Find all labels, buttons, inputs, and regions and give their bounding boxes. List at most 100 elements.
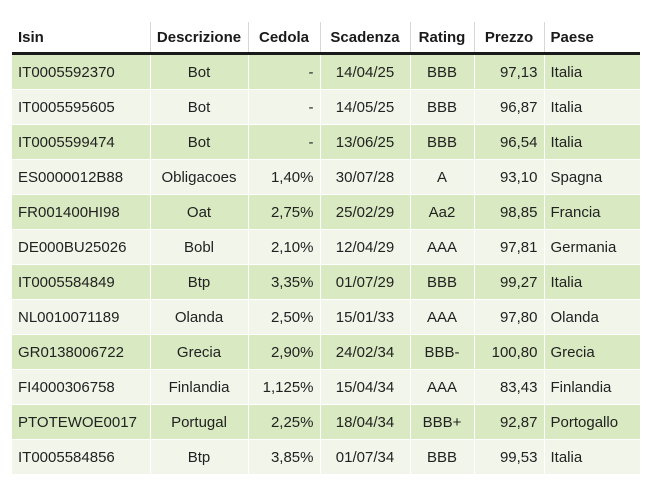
table-row: IT0005584856 Btp 3,85% 01/07/34 BBB 99,53 Ital…	[12, 439, 640, 475]
cell-rating: AAA	[409, 369, 474, 405]
cell-descrizione: Bot	[149, 124, 248, 160]
table-row: IT0005599474 Bot -13/06/25 BBB 96,54 Italia	[12, 124, 640, 160]
cell-rating: BBB	[409, 439, 474, 475]
cell-descrizione: Oat	[149, 194, 248, 230]
cell-descrizione: Bobl	[149, 229, 248, 265]
cell-cedola: -	[247, 53, 320, 90]
cell-cedola: 1,125%	[247, 369, 320, 405]
cell-isin: NL0010071189	[12, 299, 150, 335]
cell-cedola: 2,90%	[247, 334, 320, 370]
cell-scadenza: 25/02/29	[319, 194, 410, 230]
cell-rating: Aa2	[409, 194, 474, 230]
cell-paese: Portogallo	[543, 404, 640, 440]
cell-descrizione: Bot	[149, 53, 248, 90]
cell-scadenza: 01/07/29	[319, 264, 410, 300]
cell-descrizione: Grecia	[149, 334, 248, 370]
table-row: FR001400HI98 Oat 2,75% 25/02/29 Aa2 98,85 Fran…	[12, 194, 640, 230]
table-header: Isin Descrizione Cedola Scadenza Rating Prezz…	[12, 22, 640, 55]
cell-prezzo: 96,87	[473, 89, 544, 125]
cell-isin: PTOTEWOE0017	[12, 404, 150, 440]
table-row: NL0010071189 Olanda 2,50% 15/01/33 AAA 97,80 O…	[12, 299, 640, 335]
cell-rating: BBB	[409, 89, 474, 125]
header-row: Isin Descrizione Cedola Scadenza Rating Prezz…	[12, 22, 640, 55]
cell-scadenza: 13/06/25	[319, 124, 410, 160]
cell-isin: IT0005592370	[12, 53, 150, 90]
cell-prezzo: 97,13	[473, 53, 544, 90]
table-body: IT0005592370 Bot -14/04/25 BBB 97,13 Italia IT…	[12, 53, 640, 475]
cell-descrizione: Obligacoes	[149, 159, 248, 195]
cell-scadenza: 14/04/25	[319, 53, 410, 90]
cell-descrizione: Finlandia	[149, 369, 248, 405]
cell-prezzo: 98,85	[473, 194, 544, 230]
cell-paese: Olanda	[543, 299, 640, 335]
cell-scadenza: 14/05/25	[319, 89, 410, 125]
cell-paese: Spagna	[543, 159, 640, 195]
cell-prezzo: 99,53	[473, 439, 544, 475]
cell-isin: IT0005584856	[12, 439, 150, 475]
cell-paese: Italia	[543, 439, 640, 475]
cell-rating: BBB	[409, 53, 474, 90]
cell-prezzo: 97,81	[473, 229, 544, 265]
cell-paese: Francia	[543, 194, 640, 230]
cell-isin: DE000BU25026	[12, 229, 150, 265]
cell-cedola: 2,75%	[247, 194, 320, 230]
cell-prezzo: 99,27	[473, 264, 544, 300]
cell-scadenza: 12/04/29	[319, 229, 410, 265]
cell-descrizione: Btp	[149, 264, 248, 300]
cell-cedola: 2,10%	[247, 229, 320, 265]
bond-table-wrapper: Isin Descrizione Cedola Scadenza Rating Prezz…	[12, 22, 640, 475]
cell-prezzo: 97,80	[473, 299, 544, 335]
cell-scadenza: 18/04/34	[319, 404, 410, 440]
cell-cedola: -	[247, 124, 320, 160]
cell-descrizione: Olanda	[149, 299, 248, 335]
cell-isin: IT0005595605	[12, 89, 150, 125]
cell-isin: IT0005599474	[12, 124, 150, 160]
cell-prezzo: 92,87	[473, 404, 544, 440]
table-row: IT0005592370 Bot -14/04/25 BBB 97,13 Italia	[12, 53, 640, 90]
cell-cedola: -	[247, 89, 320, 125]
header-paese: Paese	[543, 22, 640, 55]
cell-cedola: 2,50%	[247, 299, 320, 335]
cell-isin: IT0005584849	[12, 264, 150, 300]
cell-prezzo: 100,80	[473, 334, 544, 370]
cell-paese: Italia	[543, 89, 640, 125]
cell-prezzo: 83,43	[473, 369, 544, 405]
table-row: ES0000012B88 Obligacoes 1,40% 30/07/28 A 93,1…	[12, 159, 640, 195]
cell-isin: FI4000306758	[12, 369, 150, 405]
table-row: FI4000306758 Finlandia 1,125% 15/04/34 AAA 83…	[12, 369, 640, 405]
cell-rating: BBB+	[409, 404, 474, 440]
cell-scadenza: 24/02/34	[319, 334, 410, 370]
cell-scadenza: 30/07/28	[319, 159, 410, 195]
cell-descrizione: Btp	[149, 439, 248, 475]
cell-descrizione: Portugal	[149, 404, 248, 440]
header-prezzo: Prezzo	[473, 22, 544, 55]
cell-paese: Grecia	[543, 334, 640, 370]
cell-rating: BBB	[409, 264, 474, 300]
table-row: DE000BU25026 Bobl 2,10% 12/04/29 AAA 97,81 Ger…	[12, 229, 640, 265]
cell-prezzo: 96,54	[473, 124, 544, 160]
cell-isin: ES0000012B88	[12, 159, 150, 195]
cell-cedola: 1,40%	[247, 159, 320, 195]
cell-isin: GR0138006722	[12, 334, 150, 370]
cell-paese: Italia	[543, 264, 640, 300]
cell-prezzo: 93,10	[473, 159, 544, 195]
cell-scadenza: 15/01/33	[319, 299, 410, 335]
cell-paese: Germania	[543, 229, 640, 265]
bond-table: Isin Descrizione Cedola Scadenza Rating Prezz…	[12, 22, 640, 475]
cell-rating: A	[409, 159, 474, 195]
cell-cedola: 2,25%	[247, 404, 320, 440]
table-row: IT0005595605 Bot -14/05/25 BBB 96,87 Italia	[12, 89, 640, 125]
header-isin: Isin	[12, 22, 150, 55]
cell-rating: AAA	[409, 299, 474, 335]
cell-scadenza: 15/04/34	[319, 369, 410, 405]
cell-cedola: 3,35%	[247, 264, 320, 300]
cell-rating: AAA	[409, 229, 474, 265]
cell-rating: BBB-	[409, 334, 474, 370]
cell-rating: BBB	[409, 124, 474, 160]
cell-isin: FR001400HI98	[12, 194, 150, 230]
header-descrizione: Descrizione	[149, 22, 248, 55]
table-row: GR0138006722 Grecia 2,90% 24/02/34 BBB- 100,8…	[12, 334, 640, 370]
table-row: PTOTEWOE0017 Portugal 2,25% 18/04/34 BBB+ 92,…	[12, 404, 640, 440]
cell-descrizione: Bot	[149, 89, 248, 125]
cell-paese: Italia	[543, 53, 640, 90]
